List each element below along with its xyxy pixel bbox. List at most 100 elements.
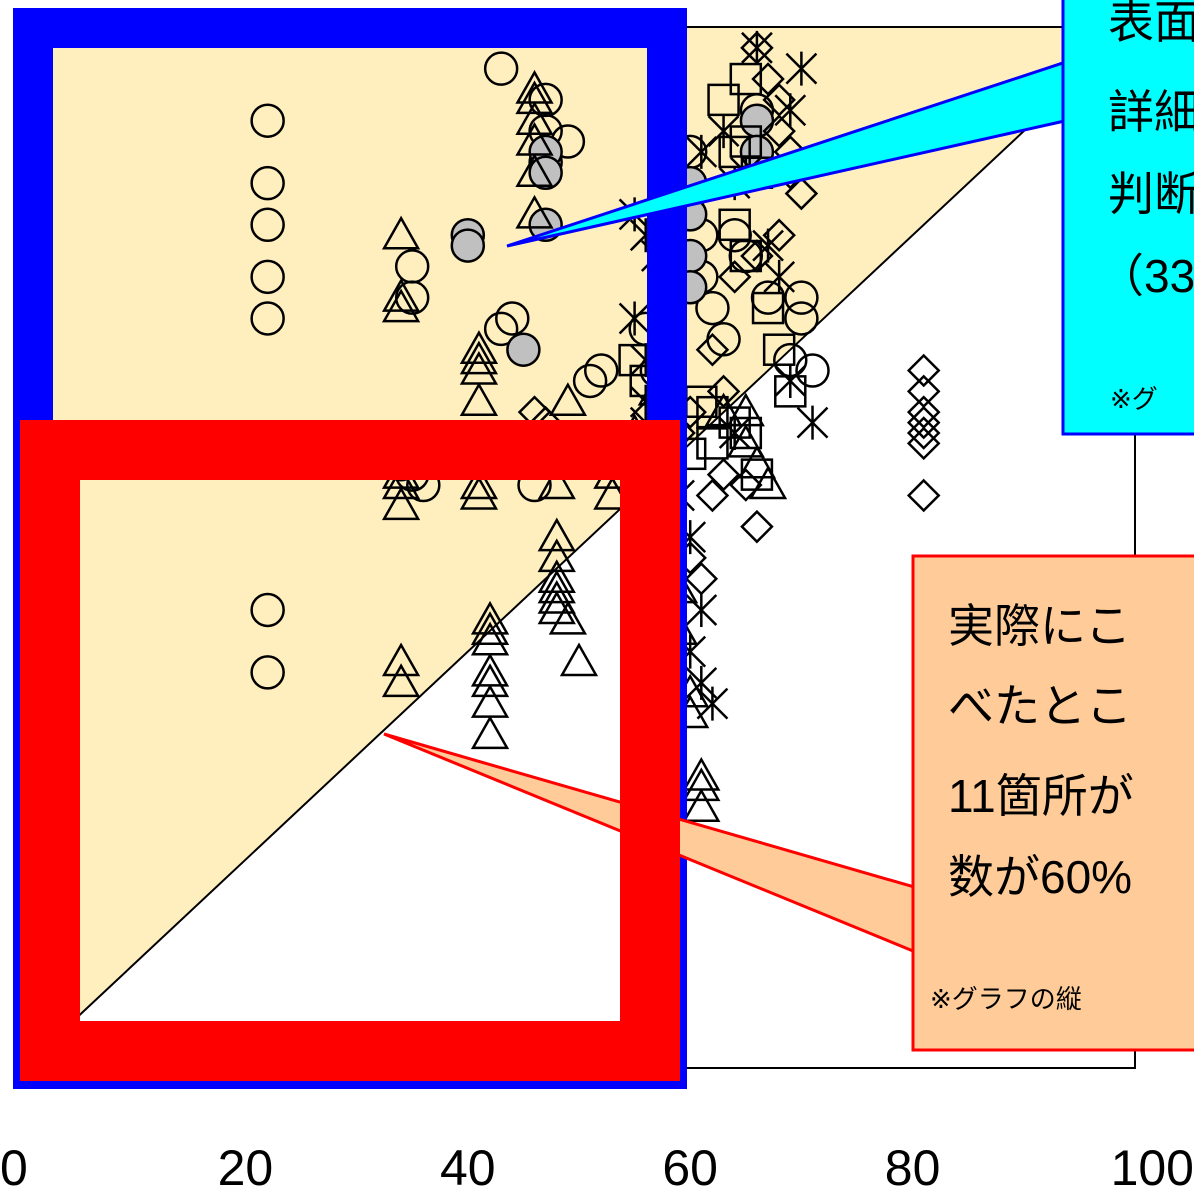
blue-callout-line-1: 表面 xyxy=(1108,0,1194,48)
marker-triangle-open xyxy=(682,767,721,802)
marker-triangle-open xyxy=(737,444,777,479)
marker-triangle-open xyxy=(381,465,421,500)
marker-diamond-open xyxy=(729,468,763,502)
marker-triangle-open xyxy=(559,642,599,677)
marker-triangle-open xyxy=(381,642,421,677)
blue-callout-box xyxy=(1061,0,1194,436)
marker-circle-open xyxy=(583,353,619,388)
marker-asterisk xyxy=(796,405,829,440)
marker-triangle-open xyxy=(459,330,499,364)
marker-triangle-open xyxy=(537,590,576,625)
marker-circle-open xyxy=(795,353,830,388)
marker-triangle-open xyxy=(537,569,576,604)
blue-callout: 表面 詳細 判断 （33 ※グ xyxy=(506,0,1194,436)
red-callout: 実際にこ べたとこ 11箇所が 数が60% ※グラフの縦 xyxy=(383,554,1194,1052)
marker-diamond-open xyxy=(906,478,941,513)
marker-circle-open xyxy=(250,301,285,336)
marker-triangle-open xyxy=(537,465,576,500)
marker-square-open xyxy=(729,239,763,273)
red-callout-line-2: べたとこ xyxy=(948,680,1132,732)
marker-square-open xyxy=(696,427,729,460)
marker-diamond-open xyxy=(906,405,941,440)
marker-triangle-open xyxy=(470,715,510,750)
marker-triangle-open xyxy=(548,600,588,635)
marker-asterisk xyxy=(774,93,807,128)
diagonal-reference-line xyxy=(22,26,1136,1069)
marker-triangle-open xyxy=(515,101,554,135)
marker-asterisk xyxy=(741,30,773,65)
marker-square-open xyxy=(729,416,763,450)
marker-triangle-open xyxy=(548,382,588,417)
marker-circle-open xyxy=(784,280,819,315)
marker-circle-open xyxy=(250,165,285,201)
x-tick-label: 100 xyxy=(1111,1140,1194,1192)
marker-circle-filled-gray xyxy=(528,155,563,190)
marker-diamond-open xyxy=(906,395,941,429)
marker-triangle-open xyxy=(381,215,421,250)
red-callout-line-4: 数が60% xyxy=(948,851,1132,903)
marker-square-open xyxy=(751,291,785,325)
marker-triangle-open xyxy=(515,194,554,229)
marker-triangle-open xyxy=(470,611,510,646)
marker-diamond-open xyxy=(706,457,741,492)
red-callout-box xyxy=(911,554,1194,1052)
marker-triangle-open xyxy=(459,382,499,417)
marker-asterisk xyxy=(707,114,740,149)
marker-circle-open xyxy=(495,301,530,336)
marker-triangle-open xyxy=(515,153,554,187)
marker-diamond-open xyxy=(706,374,741,409)
marker-circle-open xyxy=(695,290,730,326)
marker-triangle-open xyxy=(470,600,510,635)
marker-circle-open xyxy=(483,51,519,86)
marker-circle-filled-gray xyxy=(450,228,486,263)
marker-circle-open xyxy=(250,103,285,138)
marker-asterisk xyxy=(785,51,818,86)
marker-asterisk xyxy=(696,686,729,721)
marker-asterisk xyxy=(618,301,651,336)
marker-circle-open xyxy=(483,311,519,347)
blue-callout-line-4: （33 xyxy=(1098,250,1194,302)
marker-triangle-open xyxy=(381,486,421,521)
marker-triangle-open xyxy=(459,340,499,375)
blue-callout-line-2: 詳細 xyxy=(1108,86,1194,138)
marker-diamond-open xyxy=(695,332,730,367)
marker-triangle-open xyxy=(470,652,510,687)
marker-asterisk xyxy=(763,259,796,294)
marker-diamond-open xyxy=(906,416,941,450)
marker-asterisk xyxy=(752,228,784,263)
marker-triangle-open xyxy=(682,788,721,822)
marker-circle-open xyxy=(250,207,285,243)
marker-triangle-open xyxy=(381,663,421,698)
marker-square-open xyxy=(762,333,796,366)
red-callout-line-1: 実際にこ xyxy=(948,600,1131,652)
marker-circle-open xyxy=(250,655,285,690)
marker-triangle-open xyxy=(748,465,788,500)
marker-circle-open xyxy=(784,301,819,336)
marker-triangle-open xyxy=(537,517,576,552)
marker-circle-open xyxy=(250,592,285,628)
marker-asterisk xyxy=(774,363,807,398)
marker-circle-filled-gray xyxy=(506,332,541,367)
marker-triangle-open xyxy=(459,475,499,510)
x-tick-label: 0 xyxy=(0,1140,28,1192)
marker-square-open xyxy=(729,62,763,96)
blue-callout-note: ※グ xyxy=(1110,384,1158,414)
red-highlight-frame xyxy=(20,420,680,1081)
marker-diamond-open xyxy=(784,176,819,211)
marker-diamond-open xyxy=(906,353,941,388)
x-tick-label: 80 xyxy=(885,1140,941,1192)
marker-triangle-open xyxy=(459,465,499,500)
red-callout-line-3: 11箇所が xyxy=(948,770,1134,822)
marker-triangle-open xyxy=(470,684,510,718)
marker-diamond-open xyxy=(740,509,774,544)
marker-circle-open xyxy=(572,363,608,399)
marker-asterisk xyxy=(685,592,718,627)
marker-triangle-open xyxy=(682,756,721,791)
red-callout-note: ※グラフの縦 xyxy=(930,984,1082,1014)
marker-triangle-open xyxy=(381,288,421,323)
marker-circle-open xyxy=(250,259,285,295)
x-axis-tick-labels: 0 20 40 60 80 100 xyxy=(0,1140,1194,1192)
marker-circle-filled-gray xyxy=(739,103,775,138)
marker-triangle-open xyxy=(537,580,576,614)
